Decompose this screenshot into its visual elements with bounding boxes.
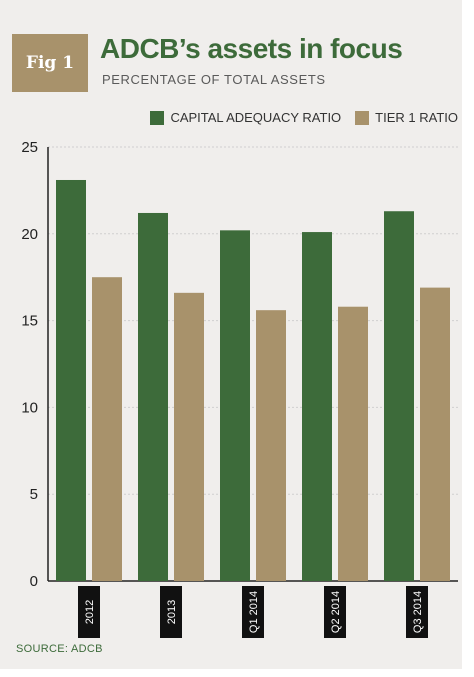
bar-tier-1 — [420, 287, 450, 581]
y-tick-label: 5 — [30, 486, 38, 503]
source-note: SOURCE: ADCB — [16, 643, 103, 655]
bar-capital-adequacy — [302, 232, 332, 581]
x-category-label: 2012 — [84, 600, 96, 624]
bar-capital-adequacy — [384, 211, 414, 581]
figure-badge: Fig 1 — [12, 34, 88, 92]
bar-capital-adequacy — [138, 212, 168, 581]
figure-badge-label: Fig 1 — [25, 53, 75, 73]
legend-label-capital: CAPITAL ADEQUACY RATIO — [170, 110, 342, 125]
y-tick-label: 25 — [21, 139, 38, 156]
legend-item-tier1: TIER 1 RATIO — [355, 110, 458, 125]
bar-capital-adequacy — [220, 230, 250, 581]
legend-label-tier1: TIER 1 RATIO — [375, 110, 458, 125]
chart-title: ADCB’s assets in focus — [100, 33, 403, 64]
x-category-label: Q3 2014 — [412, 591, 424, 633]
bar-tier-1 — [92, 277, 122, 581]
category-label-box — [160, 586, 182, 638]
bar-capital-adequacy — [56, 179, 86, 581]
bar-tier-1 — [338, 306, 368, 581]
legend-swatch-capital — [150, 110, 165, 125]
legend-item-capital: CAPITAL ADEQUACY RATIO — [150, 110, 341, 125]
category-label-box — [324, 586, 346, 638]
y-tick-label: 15 — [21, 313, 38, 330]
category-label-box — [242, 586, 264, 638]
y-tick-label: 0 — [30, 573, 38, 590]
legend-swatch-tier1 — [355, 110, 370, 125]
bar-tier-1 — [256, 310, 286, 581]
x-category-label: 2013 — [166, 600, 178, 624]
chart-legend: CAPITAL ADEQUACY RATIO TIER 1 RATIO — [136, 110, 458, 125]
chart-subtitle: PERCENTAGE OF TOTAL ASSETS — [102, 72, 326, 87]
category-label-box — [78, 586, 100, 638]
y-tick-label: 20 — [21, 226, 38, 243]
x-category-label: Q2 2014 — [330, 591, 342, 633]
category-label-box — [406, 586, 428, 638]
x-category-label: Q1 2014 — [248, 591, 260, 633]
bar-tier-1 — [174, 292, 204, 581]
y-tick-label: 10 — [21, 399, 38, 416]
